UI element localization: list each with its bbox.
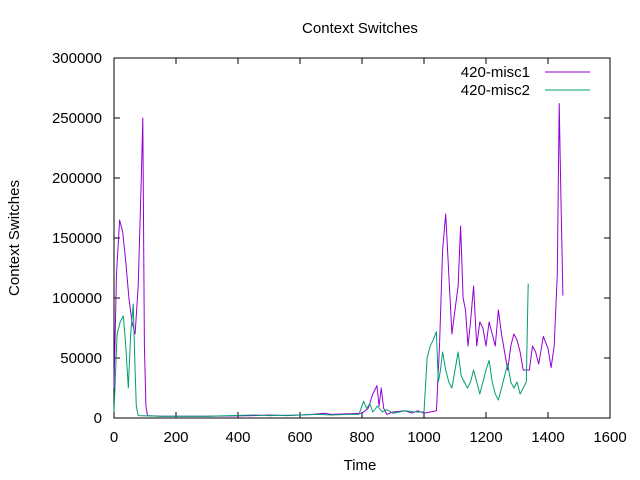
ticks-layer: 0 200 400 600 800 1000 1200 1400 1600 0 50000 10000… [52,50,627,446]
y-axis-label: Context Switches [6,180,23,296]
x-tick-label: 1600 [593,429,626,446]
y-tick-label: 200000 [52,170,102,187]
x-tick-label: 200 [163,429,188,446]
x-axis-label: Time [344,457,377,474]
y-tick-label: 250000 [52,110,102,127]
x-tick-label: 600 [287,429,312,446]
series-line-420-misc1 [113,103,564,417]
plot-area-frame [113,57,611,419]
series-layer [113,103,564,417]
y-tick-label: 100000 [52,290,102,307]
x-tick-label: 1200 [469,429,502,446]
x-tick-label: 400 [225,429,250,446]
chart-title: Context Switches [302,20,418,37]
legend-label: 420-misc2 [461,82,530,99]
y-tick-label: 0 [94,410,102,427]
series-line-420-misc2 [113,283,529,417]
x-tick-label: 1000 [407,429,440,446]
y-tick-label: 150000 [52,230,102,247]
x-tick-label: 800 [349,429,374,446]
x-tick-label: 0 [110,429,118,446]
y-tick-label: 300000 [52,50,102,67]
x-tick-label: 1400 [531,429,564,446]
y-tick-label: 50000 [60,350,102,367]
legend-label: 420-misc1 [461,64,530,81]
